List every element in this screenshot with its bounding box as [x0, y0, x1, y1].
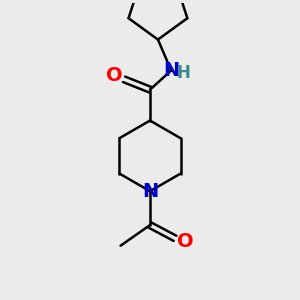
- Text: O: O: [176, 232, 193, 251]
- Text: H: H: [177, 64, 190, 82]
- Text: N: N: [163, 61, 179, 80]
- Text: N: N: [142, 182, 158, 201]
- Text: O: O: [106, 66, 123, 85]
